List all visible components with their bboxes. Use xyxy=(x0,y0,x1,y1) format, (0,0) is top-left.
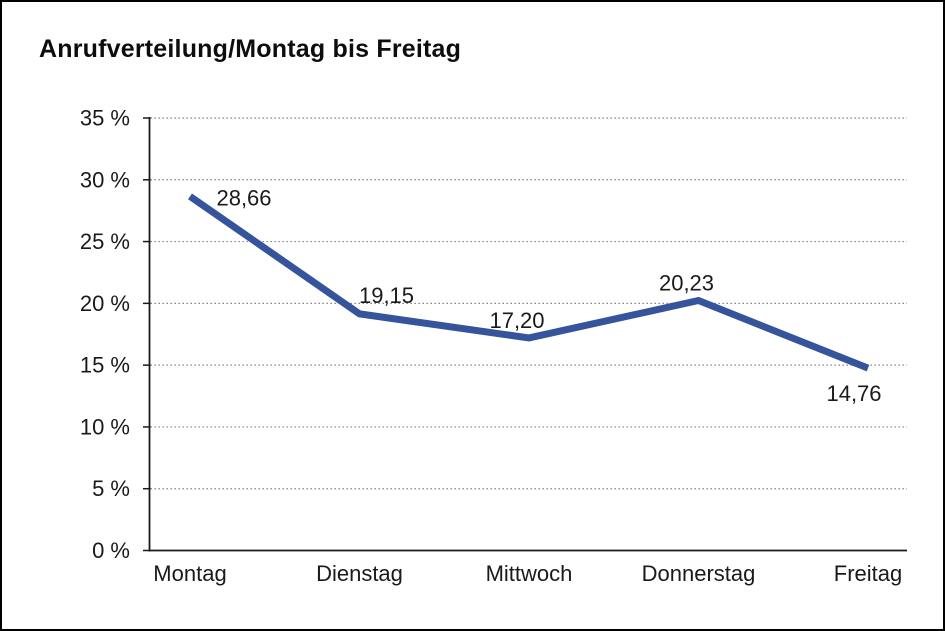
data-point-label: 17,20 xyxy=(489,308,544,333)
y-axis-label: 0 % xyxy=(92,538,130,563)
data-point-label: 14,76 xyxy=(826,381,881,406)
y-axis-label: 20 % xyxy=(80,291,130,316)
data-point-label: 20,23 xyxy=(659,271,714,296)
x-axis-label: Freitag xyxy=(834,561,902,586)
data-point-label: 19,15 xyxy=(359,283,414,308)
x-axis-label: Montag xyxy=(153,561,226,586)
x-axis-label: Donnerstag xyxy=(642,561,756,586)
series-line xyxy=(188,193,870,372)
y-axis-label: 25 % xyxy=(80,229,130,254)
data-point-label: 28,66 xyxy=(216,185,271,210)
x-axis-label: Mittwoch xyxy=(486,561,573,586)
y-axis-label: 15 % xyxy=(80,353,130,378)
y-axis-label: 30 % xyxy=(80,167,130,192)
y-axis-label: 10 % xyxy=(80,414,130,439)
chart-title: Anrufverteilung/Montag bis Freitag xyxy=(39,35,462,63)
x-axis-label: Dienstag xyxy=(316,561,403,586)
y-axis-label: 35 % xyxy=(80,106,130,131)
y-axis-label: 5 % xyxy=(92,476,130,501)
